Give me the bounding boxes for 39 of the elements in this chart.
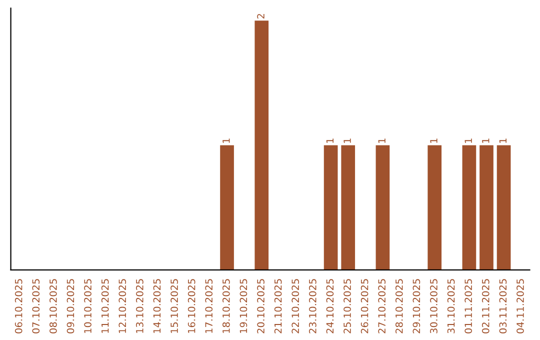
x-tick-label: 22.10.2025 [292,279,300,334]
x-tick-label: 16.10.2025 [188,279,196,333]
data-label: 1 [499,138,506,143]
x-tick-label: 28.10.2025 [395,279,403,334]
data-label: 1 [326,138,334,143]
x-tick-label: 25.10.2025 [344,279,351,334]
data-label: 1 [344,138,351,143]
x-tick-label: 17.10.2025 [205,279,213,333]
x-tick-label: 08.10.2025 [50,279,57,334]
x-tick-label: 24.10.2025 [326,279,334,334]
x-tick-label: 31.10.2025 [447,279,455,334]
x-tick-label: 18.10.2025 [222,279,230,333]
x-tick-label: 09.10.2025 [66,279,74,334]
x-tick-label: 21.10.2025 [274,279,282,334]
x-tick-label: 26.10.2025 [360,279,368,334]
data-label: 1 [222,138,230,143]
data-label: 1 [378,138,386,143]
x-tick-label: 20.10.2025 [257,279,264,334]
x-tick-label: 13.10.2025 [136,279,144,333]
data-label: 1 [464,138,472,143]
x-tick-label: 11.10.2025 [101,279,109,333]
x-tick-label: 29.10.2025 [412,279,420,334]
x-tick-label: 10.10.2025 [84,279,92,333]
x-tick-label: 23.10.2025 [308,279,316,334]
x-tick-label: 14.10.2025 [153,279,161,333]
x-tick-label: 04.11.2025 [516,279,524,334]
x-tick-label: 15.10.2025 [170,279,178,333]
x-tick-label: 30.10.2025 [430,279,438,334]
x-tick-label: 07.10.2025 [32,279,40,334]
data-label: 1 [482,138,490,143]
x-tick-label: 03.11.2025 [499,279,507,334]
x-tick-label: 12.10.2025 [118,279,126,333]
data-label: 1 [430,138,438,143]
data-label: 2 [257,14,264,19]
x-tick-label: 06.10.2025 [14,279,22,334]
x-tick-label: 01.11.2025 [464,279,472,334]
x-tick-label: 02.11.2025 [482,279,490,334]
x-tick-label: 19.10.2025 [240,279,248,333]
x-tick-label: 27.10.2025 [378,279,386,334]
